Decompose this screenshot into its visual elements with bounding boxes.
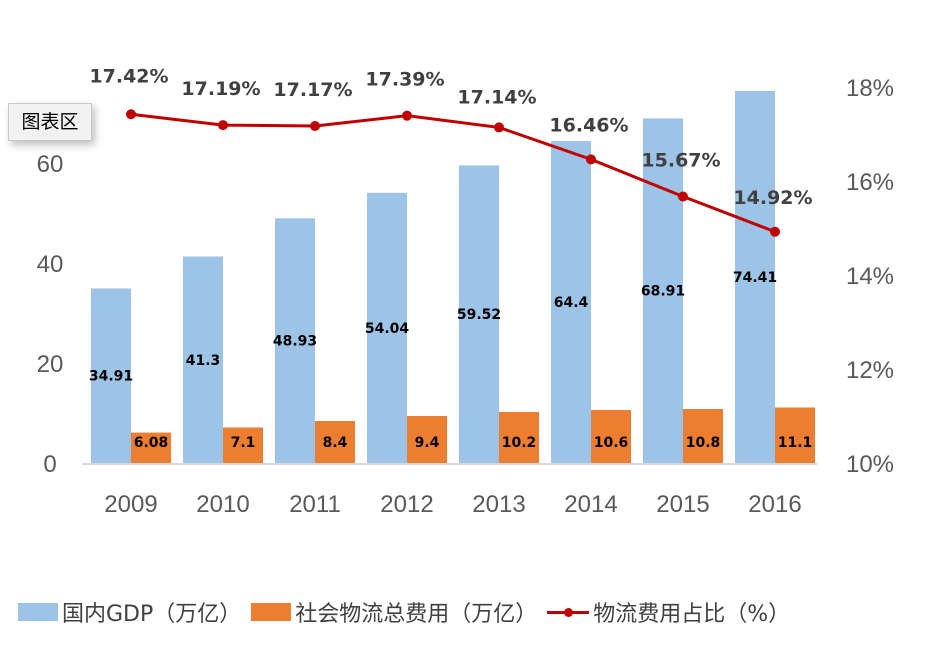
x-tick-label: 2013	[472, 491, 525, 518]
logistics-bar-label: 7.1	[231, 435, 256, 451]
legend-label-ratio: 物流费用占比（%）	[593, 602, 791, 627]
logistics-bar-label: 10.8	[686, 435, 721, 451]
gdp-bar-label: 74.41	[733, 270, 777, 286]
logistics-bar	[407, 416, 447, 463]
left-axis: 0 20 40 60	[37, 151, 64, 478]
gdp-bar-label: 48.93	[273, 334, 317, 350]
ratio-label: 15.67%	[641, 150, 720, 172]
x-tick-label: 2014	[564, 491, 617, 518]
ratio-point	[770, 226, 780, 237]
logistics-bar	[775, 407, 815, 463]
ratio-point	[402, 110, 412, 121]
gdp-bar-label: 54.04	[365, 321, 410, 337]
gdp-bar-label: 64.4	[554, 295, 589, 311]
ratio-label: 17.19%	[181, 78, 260, 100]
gdp-bar	[551, 141, 591, 463]
legend-label-logistics: 社会物流总费用（万亿）	[295, 602, 538, 627]
legend-item-logistics[interactable]: 社会物流总费用（万亿）	[251, 596, 537, 628]
x-tick-label: 2016	[748, 491, 801, 518]
x-tick-label: 2010	[196, 491, 249, 518]
gdp-bar	[735, 90, 775, 463]
ratio-line-series	[126, 109, 780, 237]
gdp-bar	[275, 218, 315, 463]
legend-label-gdp: 国内GDP（万亿）	[62, 602, 242, 627]
ratio-point	[678, 191, 688, 202]
ratio-point	[586, 154, 596, 165]
gdp-bar-label: 68.91	[641, 284, 685, 300]
right-tick-label: 16%	[846, 169, 894, 196]
right-tick-label: 14%	[846, 263, 894, 290]
data-labels: 34.91 6.08 41.3 7.1 48.93 8.4 54.04 9.4 59.52 10.…	[89, 65, 813, 451]
gdp-bar	[643, 118, 683, 463]
ratio-label: 17.42%	[89, 65, 168, 87]
left-tick-label: 20	[37, 351, 64, 378]
ratio-point	[310, 121, 320, 132]
gdp-bar	[91, 288, 131, 463]
logistics-bar-label: 10.6	[594, 435, 629, 451]
bars	[91, 90, 815, 464]
right-axis: 10% 12% 14% 16% 18%	[846, 75, 894, 478]
logistics-bar-label: 10.2	[502, 435, 537, 451]
left-tick-label: 40	[37, 251, 64, 278]
legend-item-gdp[interactable]: 国内GDP（万亿）	[18, 596, 241, 628]
logistics-bar-label: 6.08	[134, 435, 169, 451]
ratio-point	[126, 109, 136, 120]
ratio-line-marker-icon	[547, 603, 590, 621]
ratio-line	[130, 112, 776, 234]
logistics-bar	[683, 409, 723, 463]
ratio-label: 17.14%	[457, 86, 536, 108]
legend-item-ratio[interactable]: 物流费用占比（%）	[547, 596, 790, 628]
x-tick-label: 2009	[104, 491, 157, 518]
gdp-bar-label: 59.52	[457, 307, 501, 323]
ratio-point	[218, 120, 228, 131]
right-tick-label: 10%	[846, 451, 894, 478]
right-tick-label: 12%	[846, 357, 894, 384]
right-tick-label: 18%	[846, 75, 894, 102]
logistics-bar-label: 9.4	[415, 435, 440, 451]
x-tick-label: 2011	[289, 491, 341, 518]
logistics-bar	[131, 432, 171, 463]
ratio-label: 17.39%	[365, 69, 444, 91]
ratio-point	[494, 122, 504, 133]
logistics-bar	[591, 410, 631, 463]
ratio-label: 17.17%	[273, 79, 352, 101]
gdp-bar	[367, 192, 407, 464]
x-tick-label: 2012	[380, 491, 433, 518]
logistics-swatch-icon	[251, 603, 292, 621]
chart-area-tooltip: 图表区	[8, 103, 92, 141]
gdp-swatch-icon	[18, 603, 58, 621]
logistics-bar	[223, 427, 263, 463]
gdp-bar	[459, 165, 499, 463]
x-axis: 2009 2010 2011 2012 2013 2014 2015 2016	[104, 491, 801, 518]
x-tick-label: 2015	[656, 491, 709, 518]
gdp-bar-label: 34.91	[89, 369, 133, 385]
logistics-bar-label: 8.4	[323, 435, 348, 451]
legend[interactable]: 国内GDP（万亿） 社会物流总费用（万亿） 物流费用占比（%）	[18, 592, 800, 632]
gdp-bar-label: 41.3	[186, 353, 221, 369]
logistics-bar	[315, 421, 355, 463]
ratio-label: 14.92%	[733, 187, 812, 209]
ratio-label: 16.46%	[549, 114, 628, 136]
logistics-bar	[499, 412, 539, 463]
gdp-bar	[183, 256, 223, 463]
left-tick-label: 60	[37, 151, 64, 178]
left-tick-label: 0	[43, 451, 56, 478]
logistics-bar-label: 11.1	[778, 435, 813, 451]
